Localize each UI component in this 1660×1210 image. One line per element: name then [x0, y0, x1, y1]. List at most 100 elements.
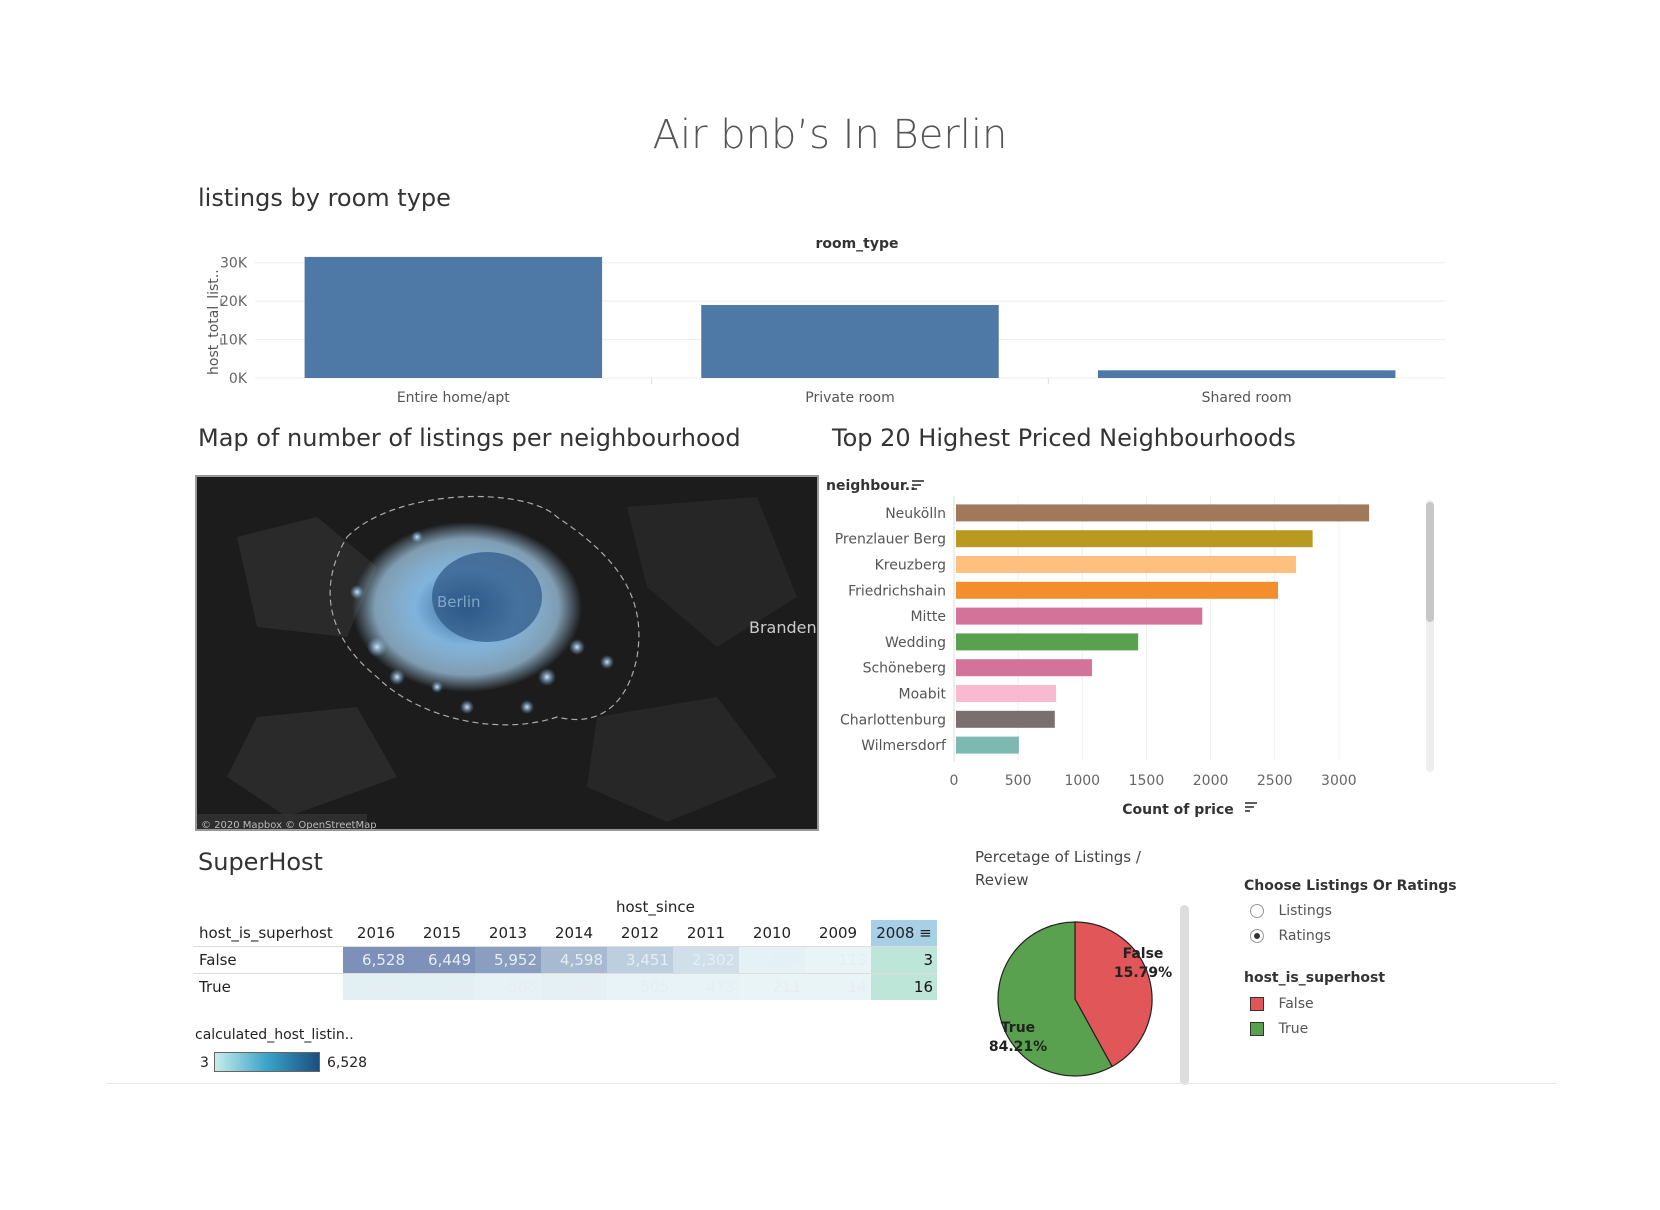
- year-column-header[interactable]: 2013: [488, 924, 528, 942]
- neighbourhood-category-label: Prenzlauer Berg: [835, 532, 946, 548]
- room-type-bar[interactable]: [304, 256, 603, 378]
- heat-cell[interactable]: 505: [607, 973, 673, 1000]
- legend-label-true: True: [1278, 1021, 1309, 1037]
- option-ratings[interactable]: Ratings: [1250, 928, 1331, 944]
- option-listings-label: Listings: [1278, 903, 1332, 919]
- neighbourhood-x-tick-label: 0: [950, 773, 959, 789]
- year-column-header[interactable]: 2012: [620, 924, 660, 942]
- room-y-tick-label: 10K: [220, 333, 248, 349]
- row-header: host_is_superhost: [199, 924, 333, 942]
- room-type-y-axis-label: host_total_list..: [206, 269, 222, 375]
- neighbourhood-bar[interactable]: [956, 581, 1278, 599]
- pie-title-line1: Percetage of Listings /: [975, 848, 1141, 866]
- neighbourhood-x-tick-label: 500: [1005, 773, 1032, 789]
- neighbourhood-bar[interactable]: [956, 736, 1019, 754]
- pie-value-label: 15.79%: [1114, 965, 1172, 981]
- neighbourhood-x-axis-label: Count of price: [1122, 802, 1234, 818]
- room-y-tick-label: 20K: [220, 294, 248, 310]
- heat-legend-min: 3: [200, 1055, 209, 1071]
- option-ratings-label: Ratings: [1278, 928, 1331, 944]
- year-column-header[interactable]: 2014: [554, 924, 594, 942]
- neighbourhood-bar[interactable]: [956, 710, 1055, 728]
- scrollbar-thumb[interactable]: [1426, 502, 1434, 622]
- room-type-category-label: Shared room: [1202, 390, 1292, 406]
- neighbourhood-bar[interactable]: [956, 556, 1296, 573]
- heat-cell[interactable]: 5,952: [475, 946, 541, 974]
- host-since-header: host_since: [616, 898, 695, 916]
- pie-title-line2: Review: [975, 871, 1029, 889]
- year-column-header[interactable]: 2008 ≡: [871, 920, 937, 947]
- legend-swatch-false: [1250, 997, 1264, 1011]
- neighbourhood-x-tick-label: 1500: [1129, 773, 1165, 789]
- radio-ratings[interactable]: [1250, 929, 1264, 943]
- table-row: True 920 916 566 767 505 473 211 14 16: [193, 973, 937, 1000]
- year-column-header[interactable]: 2015: [422, 924, 462, 942]
- pie-title: Percetage of Listings / Review: [975, 846, 1141, 892]
- neighbourhood-category-label: Schöneberg: [863, 661, 946, 677]
- heat-cell[interactable]: 3,451: [607, 946, 673, 974]
- neighbourhood-bar[interactable]: [956, 685, 1057, 702]
- neighbourhood-x-tick-label: 2500: [1257, 773, 1293, 789]
- sort-icon[interactable]: [912, 480, 924, 490]
- neighbourhood-bar[interactable]: [956, 607, 1203, 625]
- neighbourhood-x-tick-label: 3000: [1321, 773, 1357, 789]
- color-legend-title: host_is_superhost: [1244, 970, 1386, 986]
- legend-item-false[interactable]: False: [1250, 996, 1314, 1012]
- heat-cell[interactable]: 211: [739, 973, 805, 1000]
- heat-cell[interactable]: 16: [871, 973, 937, 1000]
- superhost-pie-chart: False 15.79% True 84.21%: [989, 921, 1172, 1077]
- dashboard-title: Air bnb’s In Berlin: [652, 112, 1008, 158]
- neighbourhood-category-label: Mitte: [910, 609, 946, 625]
- pie-scrollbar[interactable]: [1180, 905, 1189, 1085]
- heat-cell[interactable]: 6,449: [409, 946, 475, 974]
- x-sort-icon[interactable]: [1245, 802, 1257, 812]
- neighbourhood-row-header: neighbour..: [826, 478, 915, 494]
- heat-cell[interactable]: 113: [805, 946, 871, 974]
- heat-cell[interactable]: 6,528: [343, 946, 409, 974]
- neighbourhood-bar[interactable]: [956, 659, 1092, 677]
- heat-legend-max: 6,528: [327, 1055, 368, 1071]
- heat-cell[interactable]: 473: [673, 973, 739, 1000]
- neighbourhood-bar[interactable]: [956, 633, 1139, 651]
- neighbourhood-density-map[interactable]: Berlin Branden © 2020 Mapbox © OpenStree…: [195, 475, 819, 831]
- map-attribution: © 2020 Mapbox © OpenStreetMap: [201, 820, 377, 831]
- heat-cell[interactable]: 634: [739, 946, 805, 974]
- heat-cell[interactable]: 916: [409, 973, 475, 1000]
- heat-cell[interactable]: 2,302: [673, 946, 739, 974]
- map-title: Map of number of listings per neighbourh…: [198, 424, 741, 452]
- neighbourhood-bar[interactable]: [956, 504, 1370, 522]
- room-type-category-label: Entire home/apt: [397, 390, 510, 406]
- room-type-bar[interactable]: [701, 304, 999, 378]
- year-column-header[interactable]: 2010: [752, 924, 792, 942]
- year-column-header[interactable]: 2016: [356, 924, 396, 942]
- heat-cell[interactable]: 14: [805, 973, 871, 1000]
- neighbourhood-category-label: Wedding: [885, 635, 946, 651]
- table-row: False 6,528 6,449 5,952 4,598 3,451 2,302 634 11…: [193, 946, 937, 974]
- heat-cell[interactable]: 767: [541, 973, 607, 1000]
- heat-cell[interactable]: 4,598: [541, 946, 607, 974]
- legend-swatch-true: [1250, 1022, 1264, 1036]
- row-label: False: [199, 951, 237, 969]
- heat-cell[interactable]: 920: [343, 973, 409, 1000]
- footer-divider: [106, 1083, 1556, 1084]
- room-type-chart-title: listings by room type: [198, 184, 451, 212]
- room-type-bar[interactable]: [1097, 370, 1396, 378]
- heat-cell[interactable]: 566: [475, 973, 541, 1000]
- map-city-label: Berlin: [437, 593, 481, 611]
- legend-item-true[interactable]: True: [1250, 1021, 1308, 1037]
- option-listings[interactable]: Listings: [1250, 903, 1332, 919]
- pie-slice[interactable]: [1074, 921, 1153, 1068]
- year-column-header[interactable]: 2009: [818, 924, 858, 942]
- row-label: True: [199, 978, 231, 996]
- year-column-header[interactable]: 2011: [686, 924, 726, 942]
- heat-legend-title: calculated_host_listin..: [195, 1027, 354, 1043]
- superhost-heat-table: host_is_superhost 2016 2015 2013 2014 2012 20…: [193, 920, 937, 1000]
- neighbourhood-category-label: Charlottenburg: [840, 712, 946, 728]
- neighbourhood-x-tick-label: 2000: [1193, 773, 1229, 789]
- neighbourhood-chart-title: Top 20 Highest Priced Neighbourhoods: [832, 424, 1296, 452]
- radio-listings[interactable]: [1250, 904, 1264, 918]
- neighbourhood-bar[interactable]: [956, 530, 1313, 548]
- pie-slice[interactable]: [997, 921, 1113, 1077]
- neighbourhood-category-label: Friedrichshain: [848, 583, 946, 599]
- heat-cell[interactable]: 3: [871, 946, 937, 974]
